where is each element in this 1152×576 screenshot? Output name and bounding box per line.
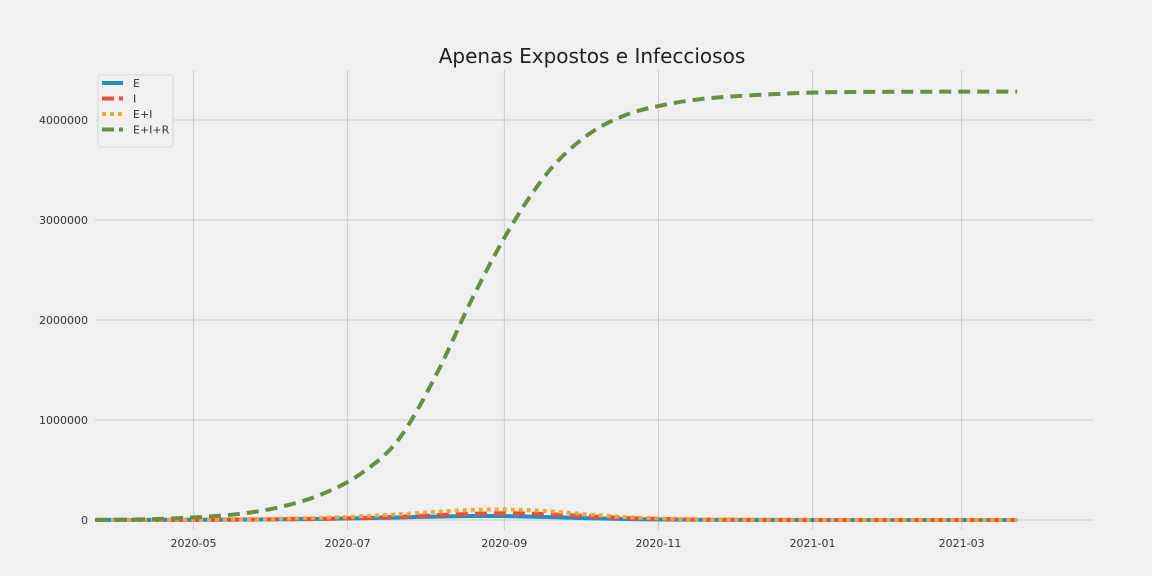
series-line-e-i (95, 507, 1018, 522)
legend: EI E+I E+I+R (97, 74, 174, 148)
x-tick-label: 2020-09 (481, 537, 527, 550)
series-line-e-i-r (94, 89, 1018, 522)
legend-label: E (133, 77, 140, 90)
x-tick-label: 2020-11 (635, 537, 681, 550)
x-axis-ticks: 2020-05 2020-07 2020-09 2020-11 2021-01 2021-… (171, 537, 985, 550)
y-tick-label: 1000000 (39, 414, 88, 427)
y-tick-label: 0 (81, 514, 88, 527)
chart-title: Apenas Expostos e Infecciosos (439, 44, 746, 68)
y-tick-label: 4000000 (39, 114, 88, 127)
legend-label: E+I (133, 108, 152, 121)
legend-box (97, 74, 174, 148)
x-tick-label: 2021-03 (939, 537, 985, 550)
legend-label: I (133, 93, 136, 106)
y-tick-label: 3000000 (39, 214, 88, 227)
x-tick-label: 2020-07 (325, 537, 371, 550)
y-tick-label: 2000000 (39, 314, 88, 327)
y-axis-ticks: 0 1000000 2000000 3000000 4000000 (39, 114, 88, 527)
series-lines (94, 89, 1018, 522)
legend-label: E+I+R (133, 124, 170, 137)
x-tick-label: 2021-01 (790, 537, 836, 550)
x-tick-label: 2020-05 (171, 537, 217, 550)
